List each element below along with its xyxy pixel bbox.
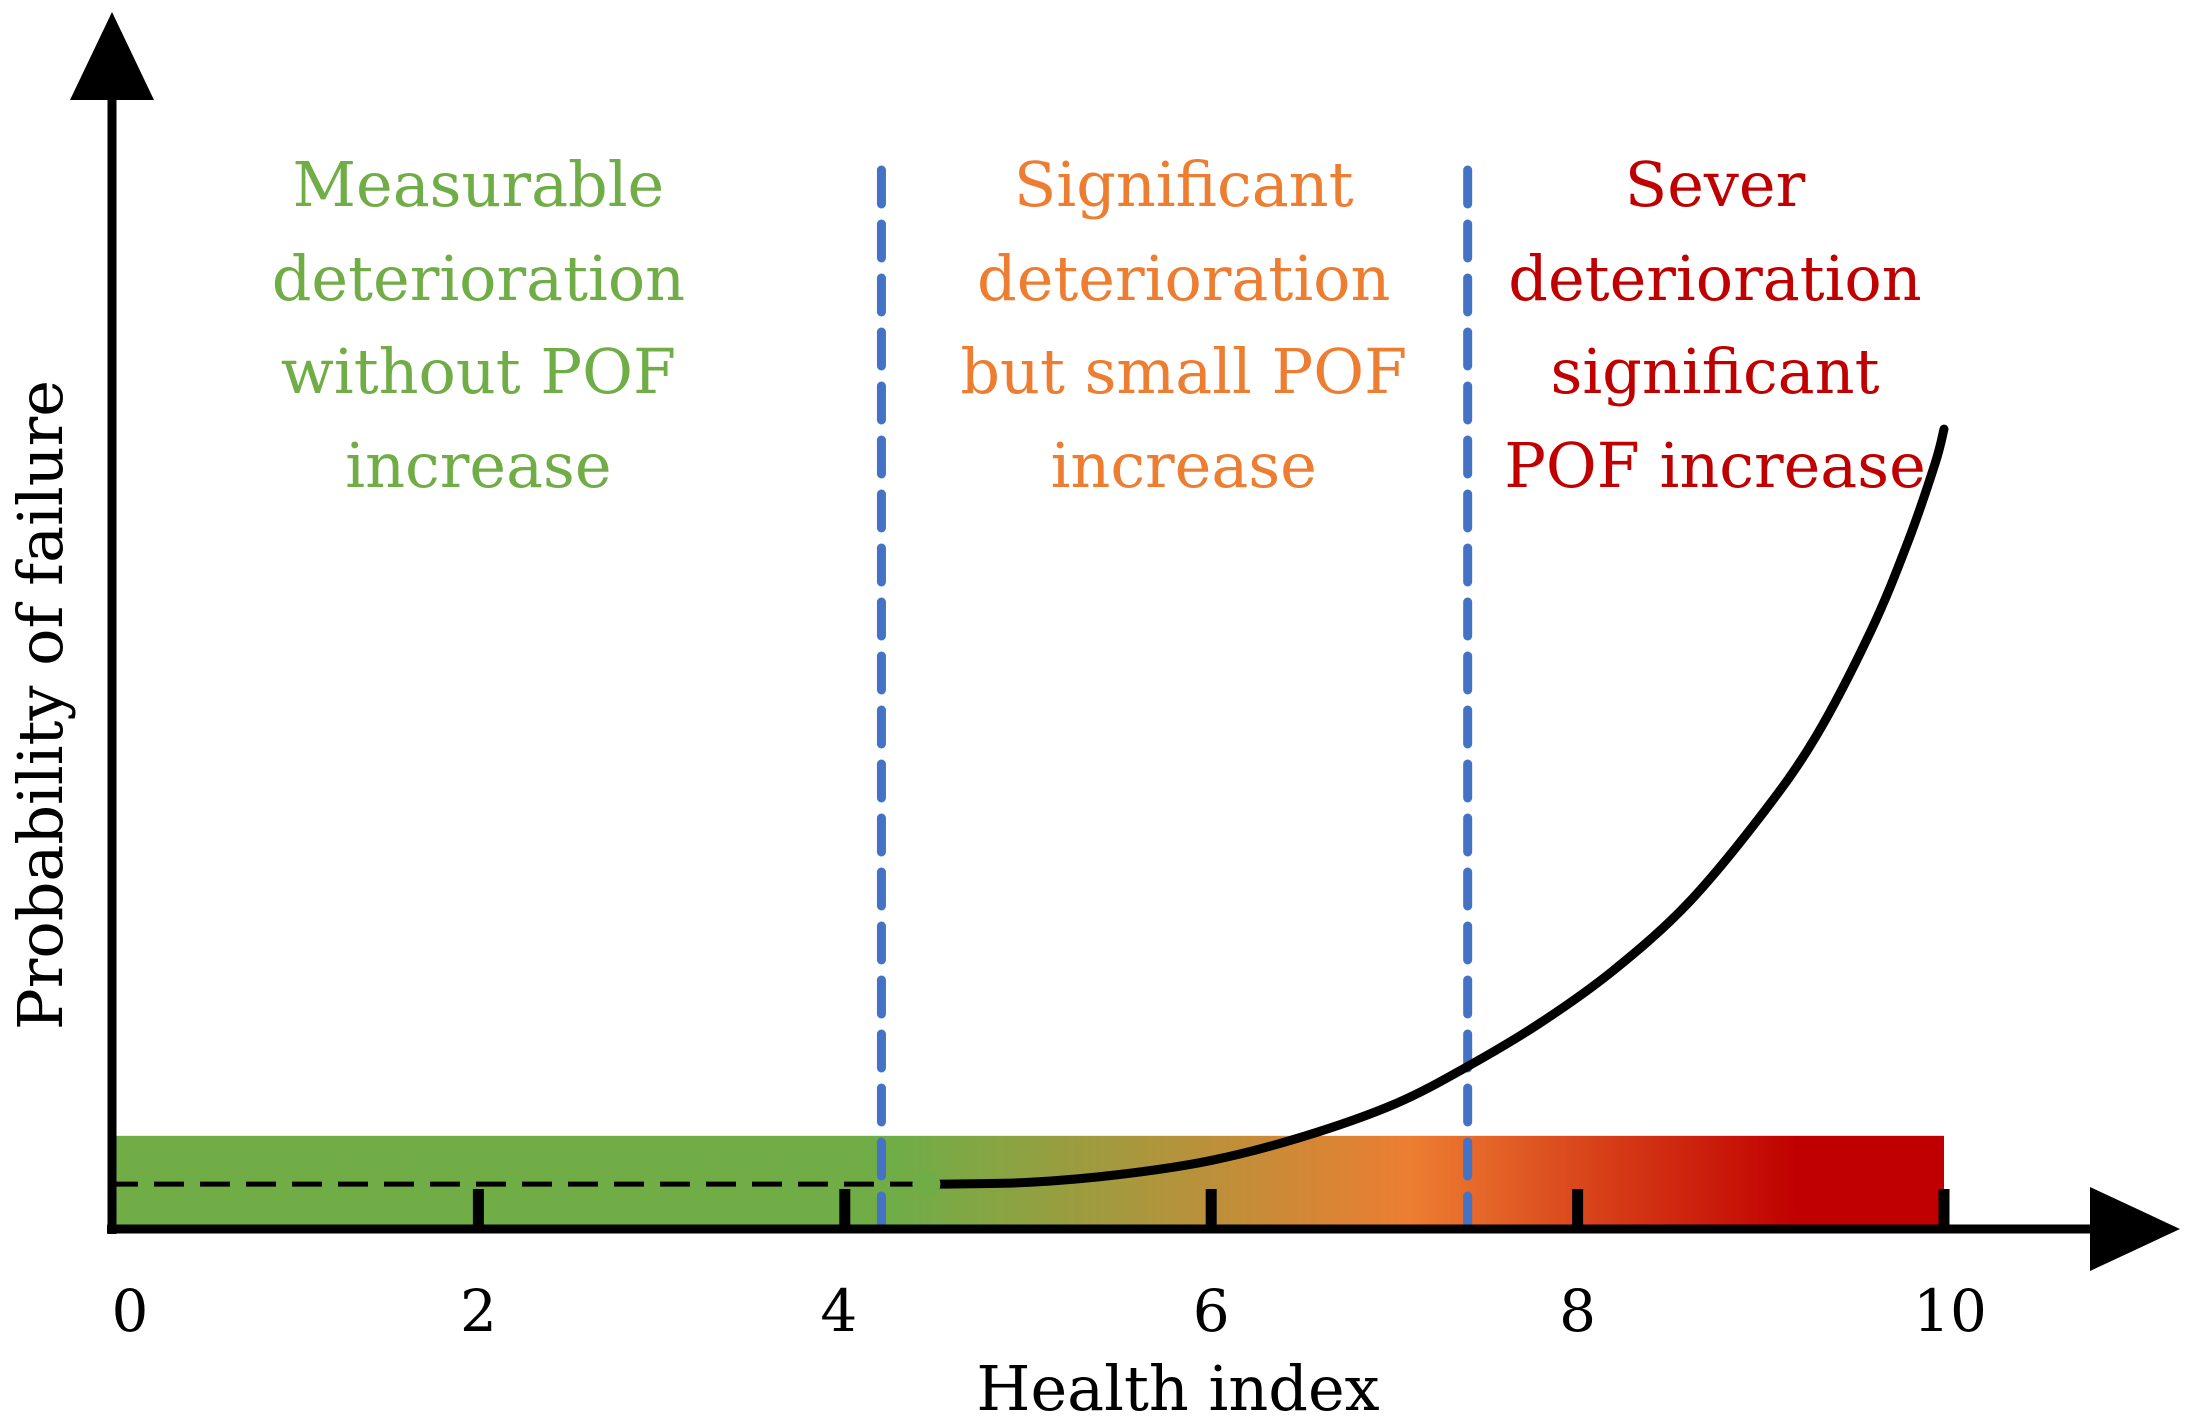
x-tick-label: 8 [1559, 1277, 1596, 1345]
region-label-line: POF increase [1504, 429, 1926, 502]
region-label-line: deterioration [1508, 242, 1921, 315]
region-label-line: Significant [1014, 148, 1354, 221]
region-label-line: deterioration [977, 242, 1390, 315]
region-label-line: Measurable [293, 148, 665, 221]
pof-curve [931, 424, 1949, 1189]
region-label-line: but small POF [960, 335, 1407, 408]
y-axis-label: Probability of failure [4, 380, 77, 1030]
region-label-line: deterioration [272, 242, 685, 315]
region-label-line: Sever [1625, 148, 1806, 221]
region-label-line: without POF [281, 335, 676, 408]
region-label-sever: Sever deterioration significant POF incr… [1504, 148, 1926, 502]
x-tick-label: 2 [460, 1277, 497, 1345]
region-label-line: increase [1051, 429, 1317, 502]
curve-start-marker [912, 1170, 941, 1199]
region-label-significant: Significant deterioration but small POF … [960, 148, 1407, 502]
x-tick-label: 6 [1193, 1277, 1230, 1345]
region-label-line: significant [1551, 335, 1880, 408]
y-axis-arrow [70, 12, 154, 100]
x-tick-label: 10 [1913, 1277, 1987, 1345]
x-axis-label: Health index [976, 1352, 1379, 1425]
x-tick-marks [472, 1189, 1950, 1229]
x-axis-arrow [2090, 1187, 2180, 1271]
region-label-line: increase [345, 429, 611, 502]
x-tick-label: 4 [820, 1277, 857, 1345]
x-tick-label: 0 [112, 1277, 149, 1345]
region-label-measurable: Measurable deterioration without POF inc… [272, 148, 685, 502]
